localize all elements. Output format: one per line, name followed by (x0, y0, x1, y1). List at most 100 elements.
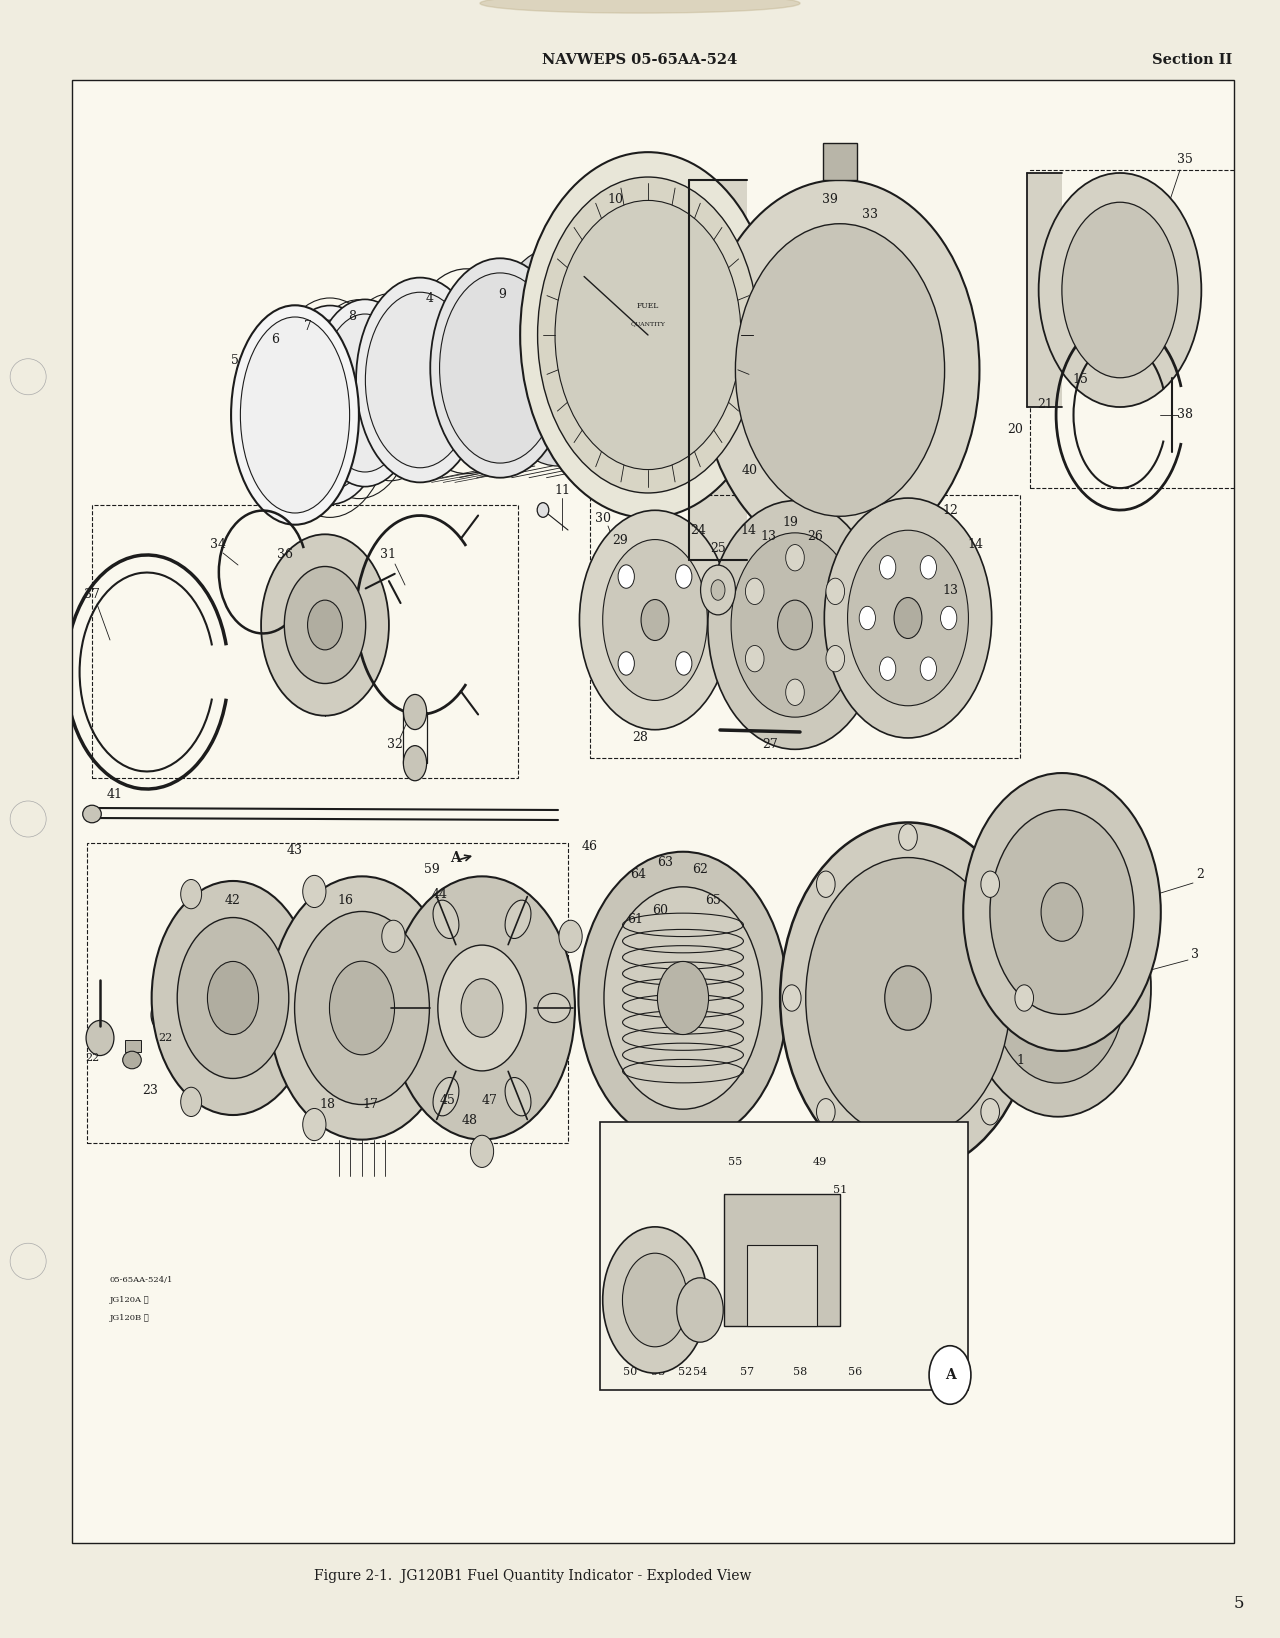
Ellipse shape (899, 824, 918, 850)
Text: 18: 18 (319, 1099, 335, 1112)
Text: 27: 27 (762, 739, 778, 752)
Ellipse shape (284, 567, 366, 683)
Ellipse shape (151, 881, 315, 1115)
Text: 57: 57 (740, 1368, 754, 1378)
Ellipse shape (622, 1253, 687, 1346)
Ellipse shape (123, 1052, 141, 1068)
Text: 13: 13 (760, 529, 776, 542)
Ellipse shape (356, 277, 484, 483)
Bar (92, 505, 518, 778)
Ellipse shape (700, 565, 736, 614)
Circle shape (10, 801, 46, 837)
Ellipse shape (320, 314, 411, 472)
Ellipse shape (980, 1099, 1000, 1125)
Text: 64: 64 (630, 868, 646, 881)
Text: 30: 30 (595, 511, 611, 524)
Text: 25: 25 (710, 542, 726, 555)
Ellipse shape (86, 1020, 114, 1055)
Ellipse shape (676, 565, 692, 588)
Text: 14: 14 (740, 524, 756, 537)
Ellipse shape (618, 652, 635, 675)
Ellipse shape (538, 503, 549, 518)
Text: 2: 2 (1196, 868, 1204, 881)
Bar (590, 495, 1020, 758)
Ellipse shape (430, 259, 570, 478)
Text: 35: 35 (1178, 154, 1193, 167)
Ellipse shape (180, 880, 202, 909)
Ellipse shape (241, 318, 349, 513)
Text: 5: 5 (1234, 1595, 1244, 1612)
Bar (600, 1122, 968, 1391)
Ellipse shape (786, 544, 804, 572)
Text: FUEL: FUEL (637, 301, 659, 310)
Ellipse shape (538, 177, 759, 493)
Bar (748, 545, 933, 604)
Ellipse shape (271, 306, 388, 505)
Ellipse shape (433, 901, 460, 939)
Ellipse shape (177, 917, 289, 1078)
Text: A: A (449, 852, 461, 865)
Text: 22: 22 (84, 1053, 99, 1063)
Ellipse shape (520, 152, 776, 518)
Ellipse shape (745, 645, 764, 672)
Ellipse shape (83, 806, 101, 822)
Text: 45: 45 (440, 1094, 456, 1107)
Text: Figure 2-1.  JG120B1 Fuel Quantity Indicator - Exploded View: Figure 2-1. JG120B1 Fuel Quantity Indica… (314, 1569, 751, 1582)
Ellipse shape (700, 180, 979, 560)
Ellipse shape (394, 993, 426, 1022)
Text: 53: 53 (650, 1368, 666, 1378)
Ellipse shape (710, 580, 724, 600)
Ellipse shape (736, 224, 945, 516)
Ellipse shape (1015, 984, 1033, 1011)
Ellipse shape (269, 876, 454, 1140)
Text: 28: 28 (632, 732, 648, 745)
Text: 34: 34 (210, 539, 227, 552)
Text: 60: 60 (652, 904, 668, 917)
Text: 23: 23 (142, 1083, 157, 1096)
Bar (689, 180, 748, 560)
Ellipse shape (1038, 174, 1202, 406)
Ellipse shape (1041, 883, 1083, 942)
Ellipse shape (1062, 201, 1178, 378)
Ellipse shape (580, 511, 731, 729)
Ellipse shape (965, 860, 1151, 1117)
Ellipse shape (232, 305, 358, 524)
Ellipse shape (461, 980, 503, 1037)
Text: 44: 44 (431, 888, 448, 901)
Ellipse shape (559, 921, 582, 952)
Ellipse shape (780, 822, 1036, 1173)
Text: 50: 50 (623, 1368, 637, 1378)
Text: 62: 62 (692, 863, 708, 876)
Text: 24: 24 (690, 524, 707, 537)
Text: JG120B ⓗ: JG120B ⓗ (110, 1314, 150, 1322)
Text: 05-65AA-524/1: 05-65AA-524/1 (110, 1276, 173, 1284)
Text: 9: 9 (498, 288, 506, 301)
Ellipse shape (282, 319, 379, 490)
Text: A: A (945, 1368, 955, 1382)
Text: 29: 29 (612, 534, 628, 547)
Ellipse shape (310, 300, 420, 486)
Ellipse shape (480, 0, 800, 13)
Text: 14: 14 (966, 539, 983, 552)
Text: 20: 20 (1007, 424, 1023, 436)
Ellipse shape (847, 531, 969, 706)
Text: JG120A ⓐ: JG120A ⓐ (110, 1296, 150, 1304)
Text: 61: 61 (627, 914, 643, 927)
Text: Section II: Section II (1152, 52, 1233, 67)
Ellipse shape (303, 875, 326, 907)
Circle shape (10, 1243, 46, 1279)
Ellipse shape (604, 886, 762, 1109)
Text: 56: 56 (847, 1368, 863, 1378)
Ellipse shape (817, 1099, 835, 1125)
Ellipse shape (991, 893, 1125, 1083)
Text: 59: 59 (424, 863, 440, 876)
Ellipse shape (618, 565, 635, 588)
Bar (87, 844, 568, 1143)
Ellipse shape (439, 274, 561, 464)
Text: 4: 4 (426, 292, 434, 305)
Text: 42: 42 (225, 893, 241, 906)
Ellipse shape (445, 993, 468, 1024)
Ellipse shape (677, 1278, 723, 1342)
Ellipse shape (470, 1135, 494, 1168)
Ellipse shape (893, 598, 922, 639)
